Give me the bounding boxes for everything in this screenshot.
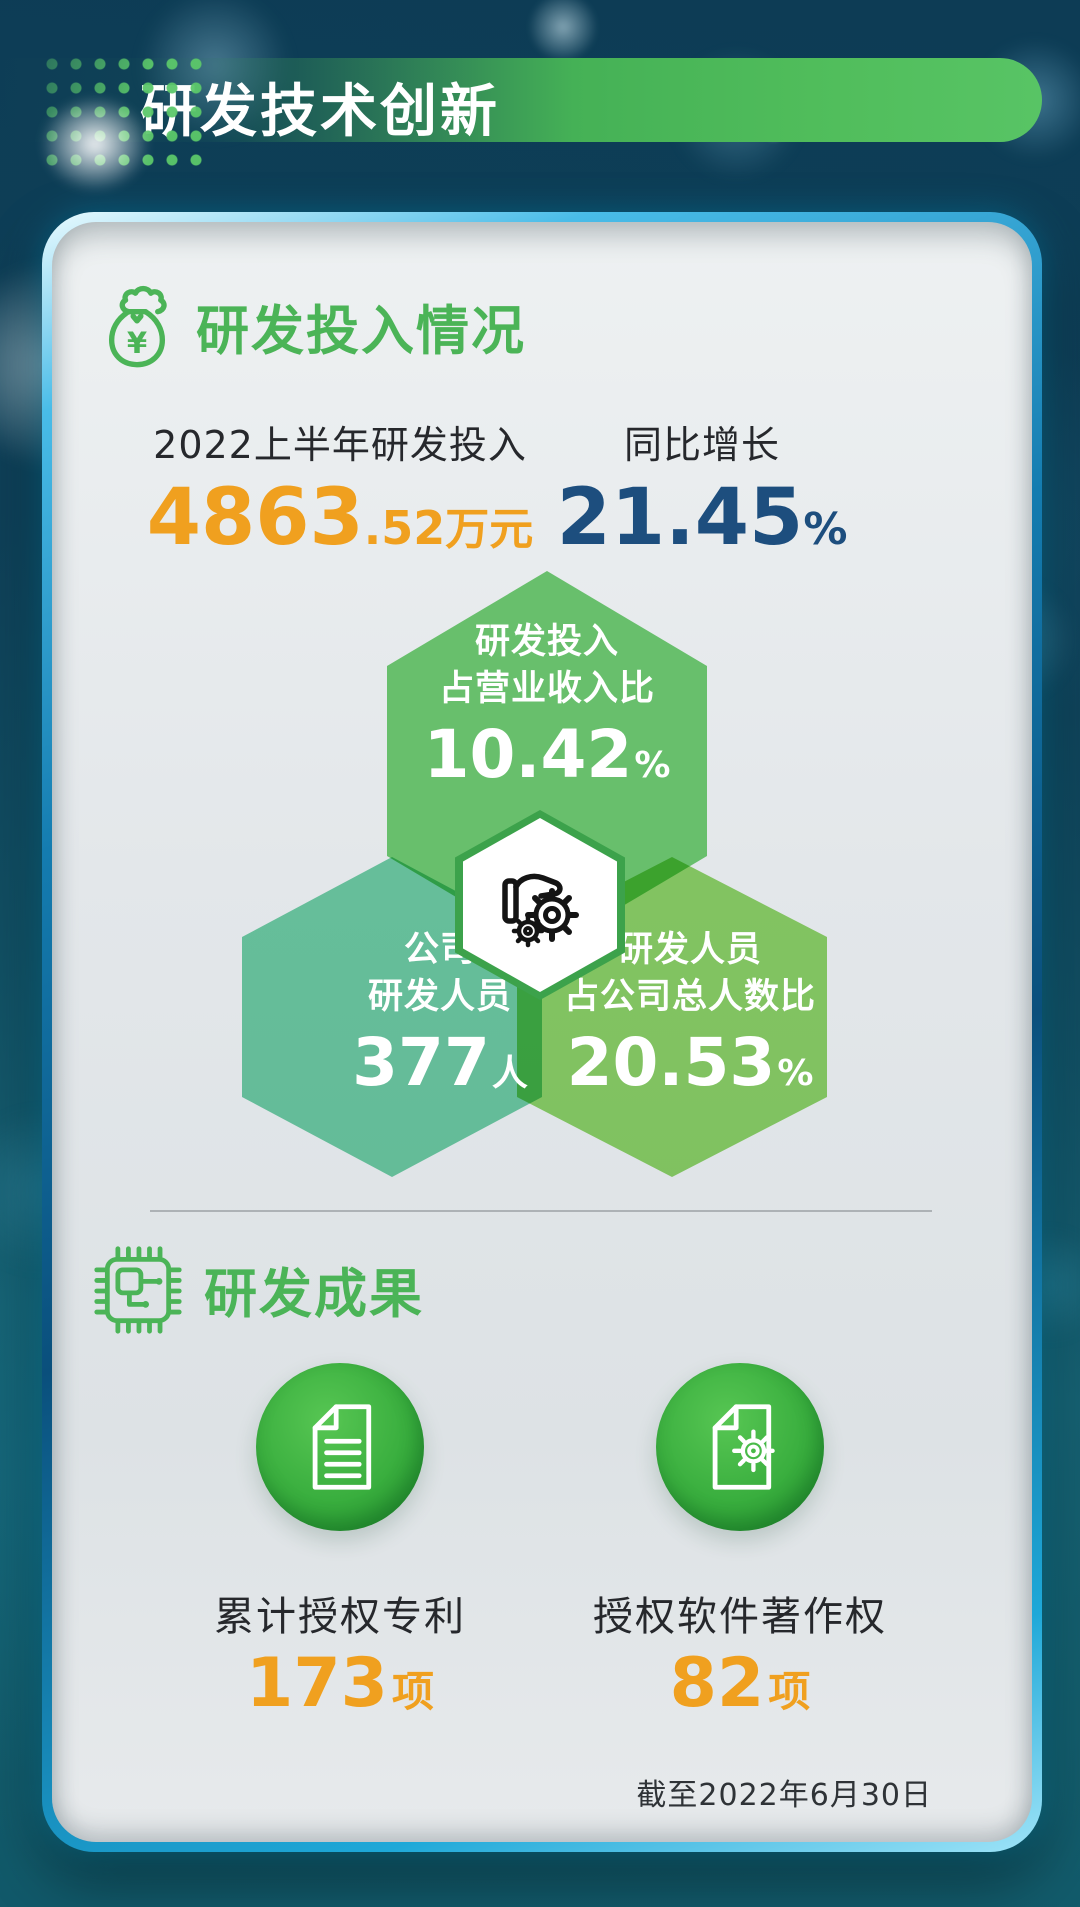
content-card: ¥ 研发投入情况 2022上半年研发投入 4863.52 万元 同比增长 21.4… <box>42 212 1042 1852</box>
patent-document-icon <box>312 1404 372 1490</box>
hexagon-revenue-ratio-text: 研发投入 占营业收入比 10.42 % <box>423 622 671 793</box>
hexagon-staff-ratio-text: 研发人员 占公司总人数比 20.53 % <box>563 930 816 1101</box>
as-of-date: 截至2022年6月30日 <box>636 1778 932 1813</box>
section-divider <box>150 1210 932 1212</box>
patent-label: 累计授权专利 <box>214 1594 466 1640</box>
rd-investment-label: 2022上半年研发投入 <box>153 423 527 467</box>
content-card-inner: ¥ 研发投入情况 2022上半年研发投入 4863.52 万元 同比增长 21.4… <box>52 222 1032 1842</box>
rd-investment-value: 4863.52 万元 <box>146 473 534 563</box>
patent-count: 173 项 <box>246 1644 434 1723</box>
rd-investment-stat: 2022上半年研发投入 4863.52 万元 <box>52 414 628 557</box>
yoy-growth-value: 21.45% <box>556 473 848 563</box>
yoy-growth-stat: 同比增长 21.45% <box>492 414 912 557</box>
bokeh-glow <box>528 0 598 62</box>
hand-gear-icon <box>502 873 579 948</box>
glow-decoration <box>40 96 150 192</box>
results-section-header: 研发成果 <box>92 1244 424 1336</box>
investment-stats-row: 2022上半年研发投入 4863.52 万元 同比增长 21.45% <box>52 414 1032 564</box>
patent-circle <box>256 1363 424 1531</box>
investment-section-title: 研发投入情况 <box>196 301 526 362</box>
money-bag-icon: ¥ <box>108 285 167 368</box>
software-copyright-label: 授权软件著作权 <box>593 1594 887 1640</box>
investment-section-header: ¥ 研发投入情况 <box>98 284 526 370</box>
center-icon-hexagon <box>455 810 625 1000</box>
software-copyright-count: 82 项 <box>669 1644 811 1723</box>
results-section-title: 研发成果 <box>204 1264 424 1325</box>
software-copyright-document-icon <box>712 1404 775 1490</box>
software-copyright-circle <box>656 1363 824 1531</box>
yoy-growth-label: 同比增长 <box>623 423 780 467</box>
svg-text:¥: ¥ <box>127 326 147 360</box>
chip-icon <box>94 1246 182 1334</box>
